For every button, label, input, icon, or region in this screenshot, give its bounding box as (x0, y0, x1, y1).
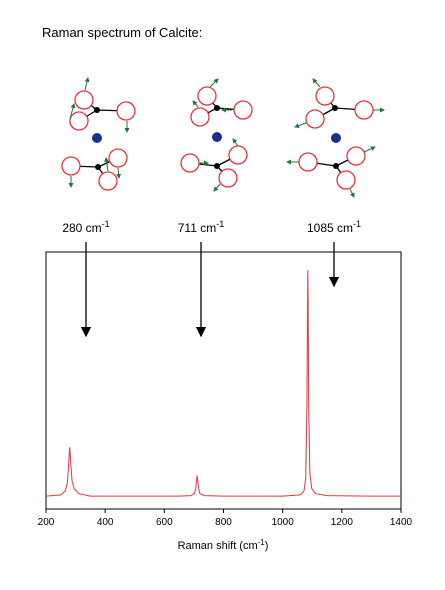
peak-label: 1085 cm-1 (307, 219, 361, 235)
peak-label-superscript: -1 (102, 219, 110, 229)
peak-label: 280 cm-1 (62, 219, 109, 235)
peak-label-superscript: -1 (216, 219, 224, 229)
vibration-diagram (180, 78, 253, 192)
x-axis-label-superscript: -1 (258, 538, 266, 547)
x-tick-label: 1000 (272, 517, 295, 528)
peak-label-text: 280 cm (62, 221, 101, 235)
x-axis-label-text: Raman shift (cm (178, 540, 258, 552)
x-tick-label: 800 (215, 517, 232, 528)
x-axis-label: Raman shift (cm-1) (178, 538, 269, 552)
x-tick-label: 600 (156, 517, 173, 528)
x-tick-label: 400 (97, 517, 114, 528)
x-tick-label: 1200 (331, 517, 354, 528)
peak-label-text: 1085 cm (307, 221, 353, 235)
vibration-diagram (61, 77, 136, 191)
x-tick-label: 1400 (390, 517, 413, 528)
spectrum-line (45, 269, 401, 497)
plot-frame (45, 251, 402, 510)
x-axis-label-text: ) (265, 540, 269, 552)
peak-label: 711 cm-1 (178, 219, 224, 235)
x-tick-label: 200 (38, 517, 55, 528)
peak-label-text: 711 cm (178, 221, 216, 235)
chart-title: Raman spectrum of Calcite: (42, 25, 202, 40)
peak-label-superscript: -1 (353, 219, 361, 229)
vibration-diagram (286, 78, 385, 198)
